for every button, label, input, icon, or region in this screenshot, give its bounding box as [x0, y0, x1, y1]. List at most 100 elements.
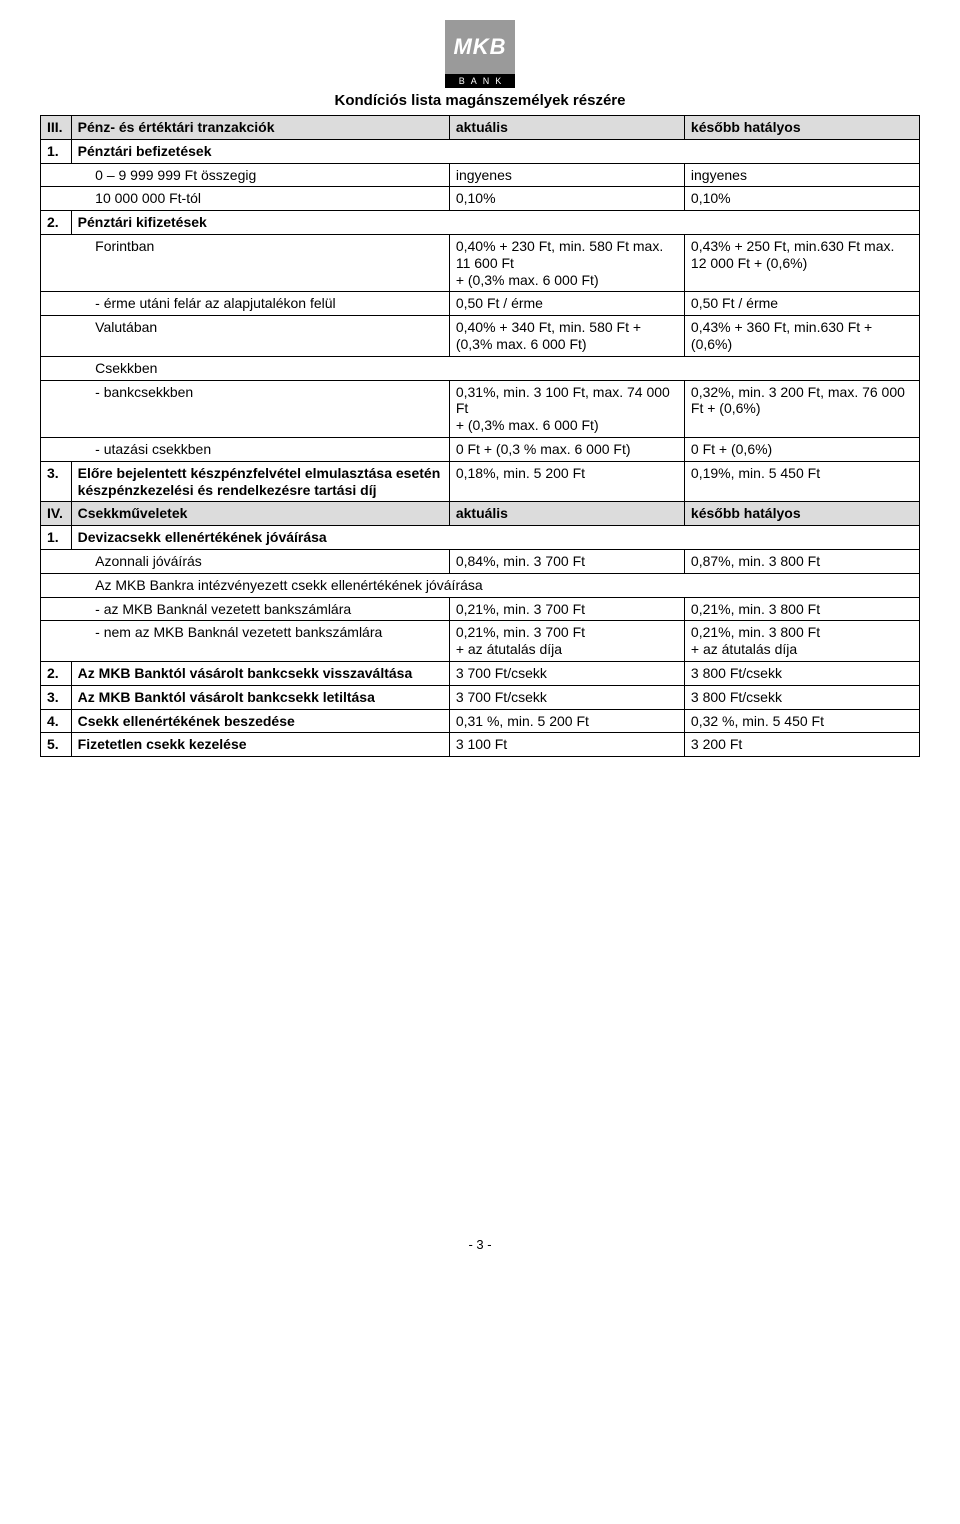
cell: 4. — [41, 709, 72, 733]
table-row: Forintban 0,40% + 230 Ft, min. 580 Ft ma… — [41, 234, 920, 291]
section-header: IV. Csekkműveletek aktuális később hatál… — [41, 502, 920, 526]
cell: 0,31 %, min. 5 200 Ft — [449, 709, 684, 733]
cell: 0,32 %, min. 5 450 Ft — [684, 709, 919, 733]
cell: 0 Ft + (0,6%) — [684, 437, 919, 461]
section-num: IV. — [41, 502, 72, 526]
cell: 0,43% + 250 Ft, min.630 Ft max. 12 000 F… — [684, 234, 919, 291]
cell: 0 – 9 999 999 Ft összegig — [71, 163, 449, 187]
cell: 0,40% + 340 Ft, min. 580 Ft + (0,3% max.… — [449, 316, 684, 357]
cell: Devizacsekk ellenértékének jóváírása — [71, 526, 919, 550]
table-row: 5. Fizetetlen csekk kezelése 3 100 Ft 3 … — [41, 733, 920, 757]
table-row: 4. Csekk ellenértékének beszedése 0,31 %… — [41, 709, 920, 733]
cell: 3 700 Ft/csekk — [449, 685, 684, 709]
table-row: - utazási csekkben 0 Ft + (0,3 % max. 6 … — [41, 437, 920, 461]
cell — [41, 163, 72, 187]
logo-text: MKB — [445, 20, 515, 74]
cell: ingyenes — [684, 163, 919, 187]
cell: - bankcsekkben — [71, 380, 449, 437]
cell: 0,84%, min. 3 700 Ft — [449, 549, 684, 573]
cell: 2. — [41, 661, 72, 685]
cell: 0,31%, min. 3 100 Ft, max. 74 000 Ft + (… — [449, 380, 684, 437]
conditions-table: III. Pénz- és értéktári tranzakciók aktu… — [40, 115, 920, 757]
logo-bar: BANK — [445, 74, 515, 88]
cell: 0,50 Ft / érme — [449, 292, 684, 316]
table-row: 10 000 000 Ft-tól 0,10% 0,10% — [41, 187, 920, 211]
cell: Az MKB Banktól vásárolt bankcsekk vissza… — [71, 661, 449, 685]
cell: 1. — [41, 526, 72, 550]
cell: 0,21%, min. 3 800 Ft + az átutalás díja — [684, 621, 919, 662]
section-title: Pénz- és értéktári tranzakciók — [71, 116, 449, 140]
cell: Forintban — [71, 234, 449, 291]
section-title: Csekkműveletek — [71, 502, 449, 526]
cell: - érme utáni felár az alapjutalékon felü… — [71, 292, 449, 316]
table-row: - nem az MKB Banknál vezetett bankszámlá… — [41, 621, 920, 662]
cell: 2. — [41, 211, 72, 235]
cell: 3 200 Ft — [684, 733, 919, 757]
document-title: Kondíciós lista magánszemélyek részére — [40, 92, 920, 109]
cell: 0,21%, min. 3 700 Ft — [449, 597, 684, 621]
cell: 0,18%, min. 5 200 Ft — [449, 461, 684, 502]
logo: MKB BANK — [40, 20, 920, 88]
cell: - utazási csekkben — [71, 437, 449, 461]
cell: 0,10% — [449, 187, 684, 211]
cell — [41, 292, 72, 316]
cell: - az MKB Banknál vezetett bankszámlára — [71, 597, 449, 621]
cell: 0,32%, min. 3 200 Ft, max. 76 000 Ft + (… — [684, 380, 919, 437]
table-row: 1. Devizacsekk ellenértékének jóváírása — [41, 526, 920, 550]
cell: 3. — [41, 685, 72, 709]
cell: Fizetetlen csekk kezelése — [71, 733, 449, 757]
table-row: 1. Pénztári befizetések — [41, 139, 920, 163]
table-row: 2. Az MKB Banktól vásárolt bankcsekk vis… — [41, 661, 920, 685]
cell: 0,50 Ft / érme — [684, 292, 919, 316]
cell: 3 800 Ft/csekk — [684, 661, 919, 685]
cell: 3 700 Ft/csekk — [449, 661, 684, 685]
table-row: 3. Előre bejelentett készpénzfelvétel el… — [41, 461, 920, 502]
table-row: Az MKB Bankra intézvényezett csekk ellen… — [41, 573, 920, 597]
cell: Az MKB Banktól vásárolt bankcsekk letilt… — [71, 685, 449, 709]
cell: 3 100 Ft — [449, 733, 684, 757]
cell: 0,87%, min. 3 800 Ft — [684, 549, 919, 573]
cell: Azonnali jóváírás — [71, 549, 449, 573]
cell — [41, 316, 72, 357]
cell: 0,10% — [684, 187, 919, 211]
table-row: - érme utáni felár az alapjutalékon felü… — [41, 292, 920, 316]
col-header-current: aktuális — [449, 502, 684, 526]
cell — [41, 621, 72, 662]
cell: 0,21%, min. 3 800 Ft — [684, 597, 919, 621]
cell: Valutában — [71, 316, 449, 357]
col-header-later: később hatályos — [684, 502, 919, 526]
cell: Pénztári kifizetések — [71, 211, 919, 235]
cell: Csekk ellenértékének beszedése — [71, 709, 449, 733]
cell: 0,43% + 360 Ft, min.630 Ft + (0,6%) — [684, 316, 919, 357]
cell: Az MKB Bankra intézvényezett csekk ellen… — [71, 573, 919, 597]
cell: Csekkben — [71, 356, 919, 380]
cell — [41, 187, 72, 211]
cell — [41, 549, 72, 573]
col-header-current: aktuális — [449, 116, 684, 140]
cell: 0,21%, min. 3 700 Ft + az átutalás díja — [449, 621, 684, 662]
section-header: III. Pénz- és értéktári tranzakciók aktu… — [41, 116, 920, 140]
table-row: 0 – 9 999 999 Ft összegig ingyenes ingye… — [41, 163, 920, 187]
table-row: 2. Pénztári kifizetések — [41, 211, 920, 235]
col-header-later: később hatályos — [684, 116, 919, 140]
table-row: Csekkben — [41, 356, 920, 380]
page-number: - 3 - — [40, 1237, 920, 1252]
cell — [41, 597, 72, 621]
cell: Pénztári befizetések — [71, 139, 919, 163]
cell: 5. — [41, 733, 72, 757]
table-row: Valutában 0,40% + 340 Ft, min. 580 Ft + … — [41, 316, 920, 357]
cell — [41, 573, 72, 597]
section-num: III. — [41, 116, 72, 140]
table-row: - az MKB Banknál vezetett bankszámlára 0… — [41, 597, 920, 621]
cell: 1. — [41, 139, 72, 163]
cell — [41, 234, 72, 291]
cell: 0 Ft + (0,3 % max. 6 000 Ft) — [449, 437, 684, 461]
cell — [41, 380, 72, 437]
cell: - nem az MKB Banknál vezetett bankszámlá… — [71, 621, 449, 662]
table-row: 3. Az MKB Banktól vásárolt bankcsekk let… — [41, 685, 920, 709]
cell: Előre bejelentett készpénzfelvétel elmul… — [71, 461, 449, 502]
cell: 3 800 Ft/csekk — [684, 685, 919, 709]
cell: 0,40% + 230 Ft, min. 580 Ft max. 11 600 … — [449, 234, 684, 291]
cell — [41, 356, 72, 380]
cell: 3. — [41, 461, 72, 502]
